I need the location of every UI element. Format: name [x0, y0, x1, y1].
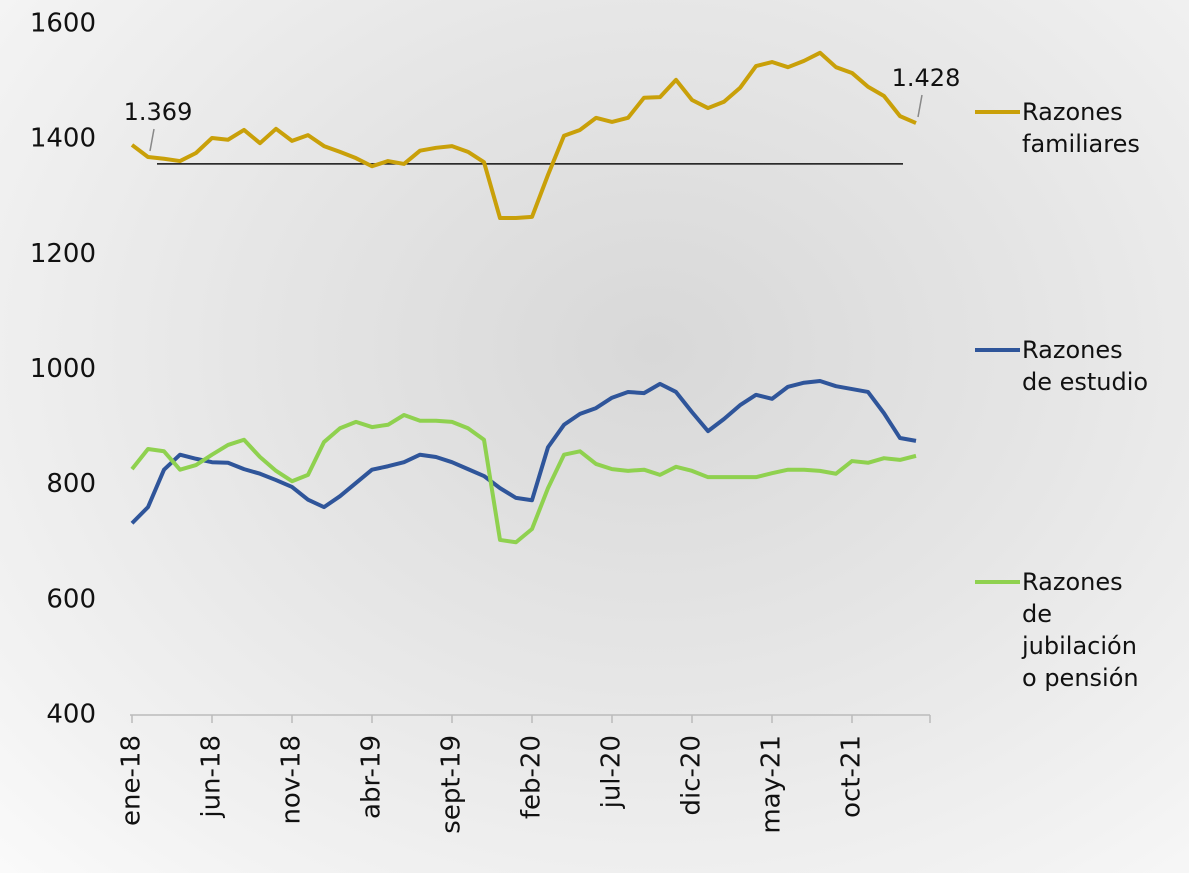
x-tick-label: jul-20 — [597, 735, 627, 809]
y-tick-label: 1000 — [30, 354, 96, 384]
y-tick-label: 1600 — [30, 9, 96, 39]
x-tick-label: feb-20 — [517, 735, 547, 819]
x-tick-label: sept-19 — [437, 735, 467, 834]
legend-label: Razones de estudio — [1022, 334, 1150, 398]
data-label: 1.369 — [124, 98, 193, 126]
label-leader — [918, 95, 922, 117]
y-tick-label: 1200 — [30, 239, 96, 269]
y-tick-label: 800 — [46, 469, 96, 499]
x-tick-label: oct-21 — [837, 735, 867, 818]
legend-label: Razones de jubilación o pensión — [1022, 566, 1150, 694]
series-line — [132, 381, 916, 523]
x-tick-label: abr-19 — [357, 735, 387, 819]
chart: 400 600 800 1000 1200 1400 1600 ene-18 jun-18 nov… — [0, 0, 1189, 873]
chart-page: 400 600 800 1000 1200 1400 1600 ene-18 jun-18 nov… — [0, 0, 1189, 873]
x-tick-label: jun-18 — [197, 735, 227, 819]
legend-label: Razones familiares — [1022, 96, 1150, 160]
x-tick-label: dic-20 — [677, 735, 707, 816]
y-tick-label: 1400 — [30, 124, 96, 154]
series-line — [132, 53, 916, 218]
y-tick-label: 600 — [46, 584, 96, 614]
label-leader — [150, 129, 154, 151]
data-label: 1.428 — [892, 64, 961, 92]
x-tick-label: nov-18 — [277, 735, 307, 825]
y-tick-label: 400 — [46, 700, 96, 730]
x-tick-label: ene-18 — [117, 735, 147, 826]
x-tick-label: may-21 — [757, 735, 787, 834]
series-line — [132, 415, 916, 542]
